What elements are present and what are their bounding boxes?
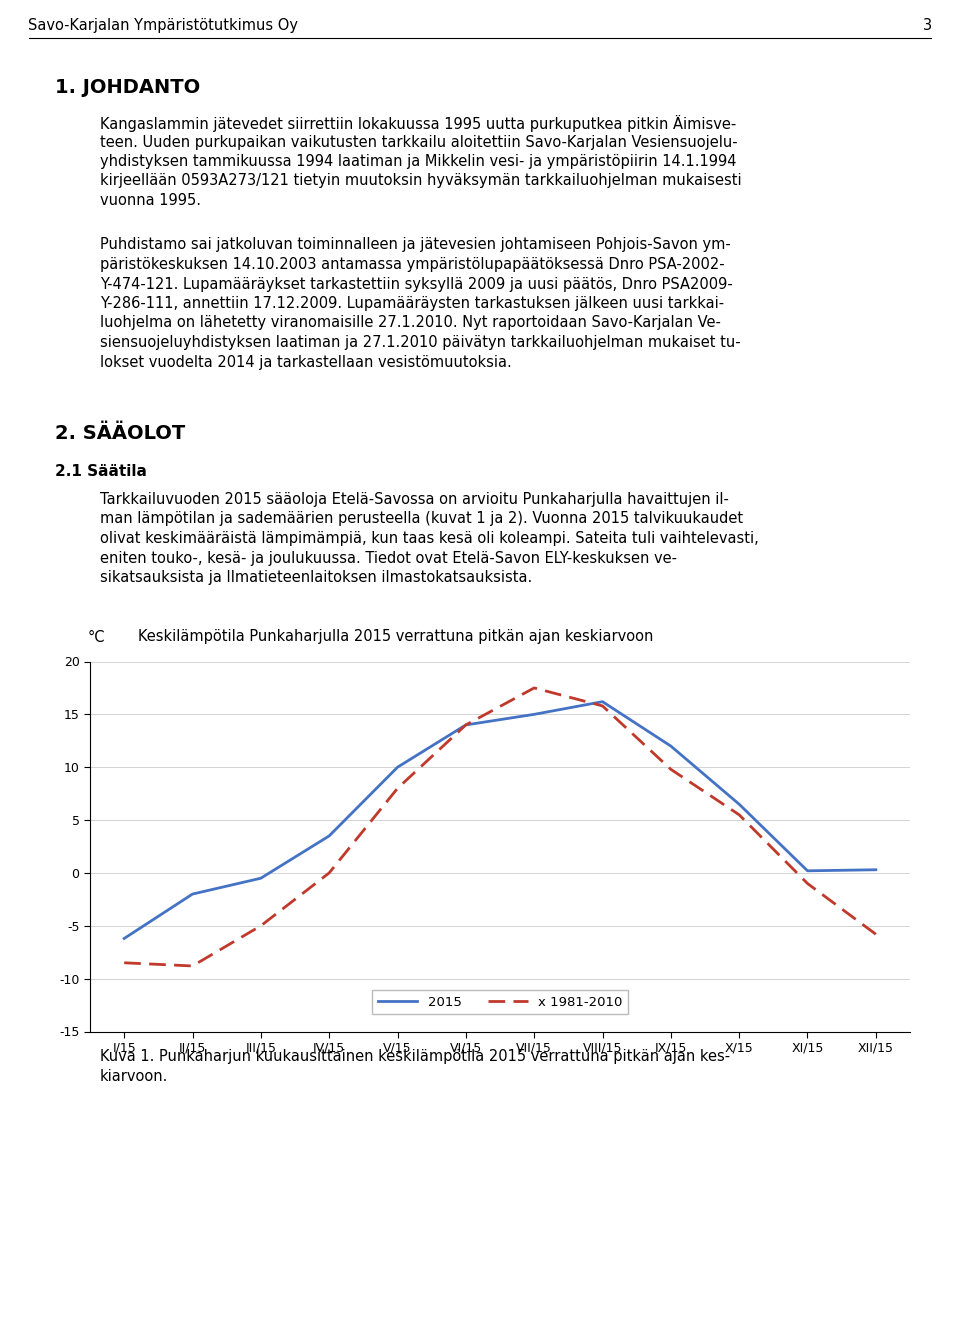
Text: sikatsauksista ja Ilmatieteenlaitoksen ilmastokatsauksista.: sikatsauksista ja Ilmatieteenlaitoksen i…	[100, 571, 532, 585]
Text: Y-474-121. Lupamääräykset tarkastettiin syksyllä 2009 ja uusi päätös, Dnro PSA20: Y-474-121. Lupamääräykset tarkastettiin …	[100, 276, 732, 292]
Text: 2. SÄÄOLOT: 2. SÄÄOLOT	[55, 425, 185, 443]
Text: siensuojeluyhdistyksen laatiman ja 27.1.2010 päivätyn tarkkailuohjelman mukaiset: siensuojeluyhdistyksen laatiman ja 27.1.…	[100, 334, 740, 350]
Text: Tarkkailuvuoden 2015 sääoloja Etelä-Savossa on arvioitu Punkaharjulla havaittuje: Tarkkailuvuoden 2015 sääoloja Etelä-Savo…	[100, 492, 729, 507]
Text: luohjelma on lähetetty viranomaisille 27.1.2010. Nyt raportoidaan Savo-Karjalan : luohjelma on lähetetty viranomaisille 27…	[100, 316, 721, 330]
Text: olivat keskimääräistä lämpimämpiä, kun taas kesä oli koleampi. Sateita tuli vaih: olivat keskimääräistä lämpimämpiä, kun t…	[100, 531, 758, 545]
Text: kirjeellään 0593A273/121 tietyin muutoksin hyväksymän tarkkailuohjelman mukaises: kirjeellään 0593A273/121 tietyin muutoks…	[100, 174, 742, 188]
Text: Y-286-111, annettiin 17.12.2009. Lupamääräysten tarkastuksen jälkeen uusi tarkka: Y-286-111, annettiin 17.12.2009. Lupamää…	[100, 296, 724, 311]
Text: kiarvoon.: kiarvoon.	[100, 1070, 168, 1084]
Text: yhdistyksen tammikuussa 1994 laatiman ja Mikkelin vesi- ja ympäristöpiirin 14.1.: yhdistyksen tammikuussa 1994 laatiman ja…	[100, 154, 736, 169]
Text: 3: 3	[923, 19, 932, 33]
Text: 1. JOHDANTO: 1. JOHDANTO	[55, 78, 201, 97]
Text: man lämpötilan ja sademäärien perusteella (kuvat 1 ja 2). Vuonna 2015 talvikuuka: man lämpötilan ja sademäärien perusteell…	[100, 511, 743, 527]
Text: Kangaslammin jätevedet siirrettiin lokakuussa 1995 uutta purkuputkea pitkin Äimi: Kangaslammin jätevedet siirrettiin lokak…	[100, 115, 736, 131]
Text: vuonna 1995.: vuonna 1995.	[100, 192, 201, 208]
Text: Puhdistamo sai jatkoluvan toiminnalleen ja jätevesien johtamiseen Pohjois-Savon : Puhdistamo sai jatkoluvan toiminnalleen …	[100, 238, 731, 252]
Text: lokset vuodelta 2014 ja tarkastellaan vesistömuutoksia.: lokset vuodelta 2014 ja tarkastellaan ve…	[100, 354, 512, 369]
Text: 2.1 Säätila: 2.1 Säätila	[55, 464, 147, 479]
Text: Keskilämpötila Punkaharjulla 2015 verrattuna pitkän ajan keskiarvoon: Keskilämpötila Punkaharjulla 2015 verrat…	[138, 629, 654, 645]
Text: °C: °C	[88, 629, 106, 645]
Text: päristökeskuksen 14.10.2003 antamassa ympäristölupapäätöksessä Dnro PSA-2002-: päristökeskuksen 14.10.2003 antamassa ym…	[100, 257, 725, 272]
Text: eniten touko-, kesä- ja joulukuussa. Tiedot ovat Etelä-Savon ELY-keskuksen ve-: eniten touko-, kesä- ja joulukuussa. Tie…	[100, 551, 677, 565]
Legend: 2015, x 1981-2010: 2015, x 1981-2010	[372, 990, 628, 1014]
Text: Kuva 1. Punkaharjun kuukausittainen keskilämpötila 2015 verrattuna pitkän ajan k: Kuva 1. Punkaharjun kuukausittainen kesk…	[100, 1050, 731, 1064]
Text: Savo-Karjalan Ympäristötutkimus Oy: Savo-Karjalan Ympäristötutkimus Oy	[28, 19, 298, 33]
Text: teen. Uuden purkupaikan vaikutusten tarkkailu aloitettiin Savo-Karjalan Vesiensu: teen. Uuden purkupaikan vaikutusten tark…	[100, 134, 737, 150]
